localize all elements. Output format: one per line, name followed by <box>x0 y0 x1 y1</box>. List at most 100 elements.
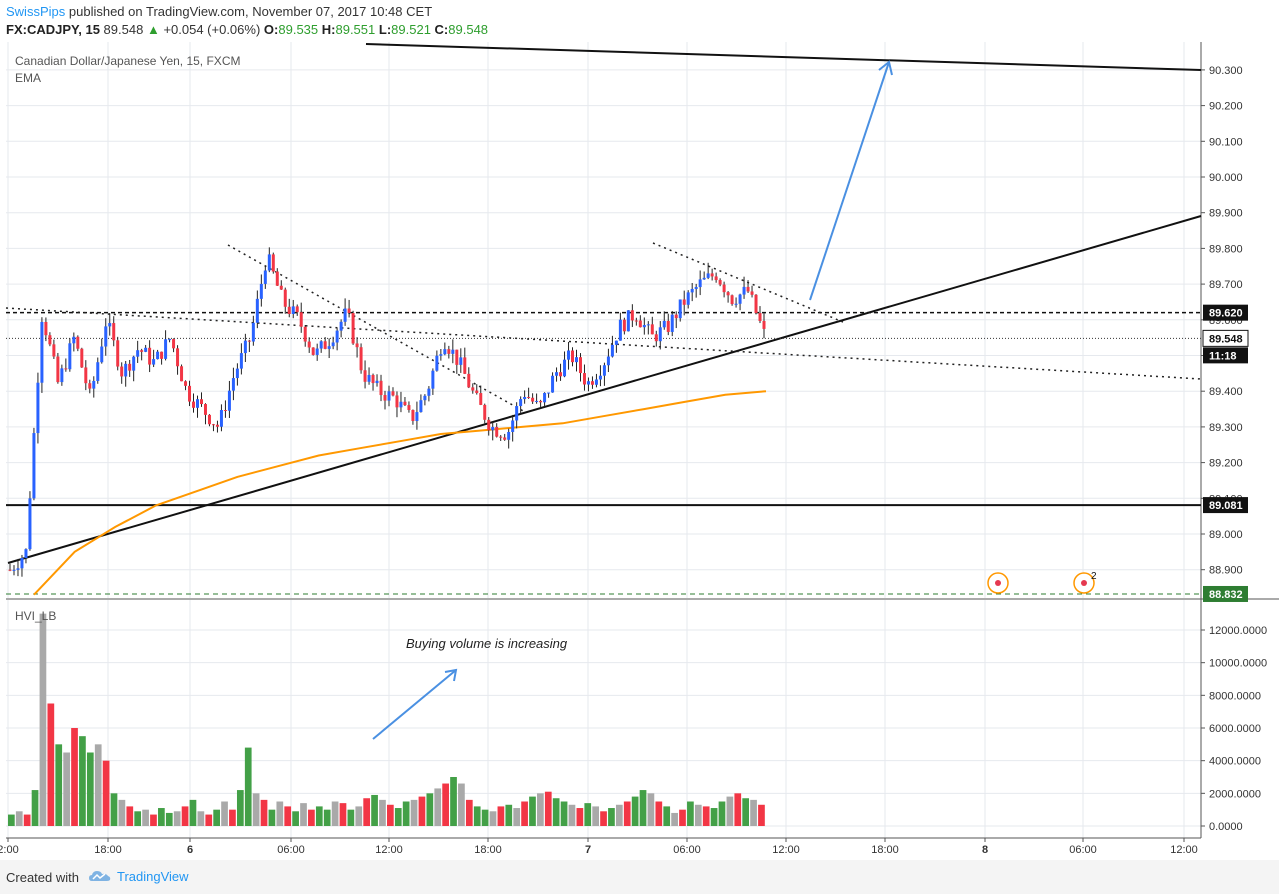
volume-bar <box>497 806 505 826</box>
ema-path <box>33 390 767 596</box>
candle-body <box>722 284 726 293</box>
candle-body <box>451 349 455 354</box>
candle-body <box>403 401 407 406</box>
volume-bar <box>568 804 576 826</box>
candle-body <box>555 372 559 376</box>
candle-body <box>160 351 164 359</box>
price-axis-ticks: 90.300 90.200 90.100 90.000 89.900 89.800 89.7… <box>1201 65 1243 577</box>
ema-line <box>33 390 767 596</box>
volume-bar <box>371 794 378 826</box>
candle-body <box>271 254 275 272</box>
candle-body <box>571 350 575 363</box>
volume-bar <box>142 809 149 826</box>
candle-body <box>531 397 535 402</box>
candle-body <box>742 286 746 295</box>
candle-body <box>16 568 20 570</box>
candle-body <box>307 341 311 348</box>
candle-body <box>551 375 555 393</box>
grid <box>6 42 1201 838</box>
volume-pane-title: HVI_LB <box>15 609 57 623</box>
candle-body <box>706 273 710 278</box>
x-tick-label: 12:00 <box>772 844 800 856</box>
candle-body <box>439 354 443 356</box>
candle-body <box>196 399 200 408</box>
candle-body <box>311 347 315 355</box>
y-tick-label: 89.000 <box>1209 529 1243 541</box>
volume-bar <box>552 798 560 826</box>
candle-body <box>463 357 467 374</box>
candle-body <box>24 549 28 558</box>
author-link[interactable]: SwissPips <box>6 4 66 19</box>
candle-body <box>387 391 391 401</box>
candle-body <box>331 342 335 347</box>
volume-pane-bg <box>6 600 1201 838</box>
candle-body <box>519 399 523 407</box>
volume-bar <box>276 801 284 826</box>
volume-bar <box>758 804 765 826</box>
candle-body <box>650 324 654 335</box>
candle-body <box>690 288 694 293</box>
candle-body <box>618 319 622 341</box>
candle-body <box>239 353 243 369</box>
volume-bar <box>221 801 228 826</box>
candle-body <box>762 320 766 329</box>
candle-body <box>678 299 682 319</box>
candle-body <box>527 396 531 398</box>
candle-body <box>36 382 40 434</box>
volume-bar <box>521 801 528 826</box>
volume-bar <box>529 796 536 826</box>
dotted-trendline <box>227 244 526 413</box>
volume-bar <box>608 808 615 826</box>
volume-bar <box>315 806 323 826</box>
volume-bar <box>94 744 102 826</box>
volume-bar <box>323 809 331 826</box>
candle-body <box>124 363 128 377</box>
dotted-trendline <box>5 307 1202 380</box>
candle-body <box>391 391 395 396</box>
volume-bar <box>742 798 750 826</box>
tradingview-brand-link[interactable]: TradingView <box>117 869 189 884</box>
candle-body <box>495 426 499 437</box>
candle-body <box>375 380 379 384</box>
volume-bar <box>165 812 173 826</box>
candle-body <box>714 276 718 281</box>
candle-body <box>192 401 196 408</box>
candle-body <box>223 410 227 412</box>
candle-body <box>84 367 88 384</box>
candle-body <box>511 420 515 432</box>
volume-bar <box>134 811 142 826</box>
candle-body <box>40 321 44 383</box>
candle-body <box>754 294 758 314</box>
candle-body <box>295 306 299 313</box>
candle-body <box>471 387 475 391</box>
volume-bar <box>173 811 181 826</box>
candle-body <box>630 310 634 321</box>
candle-body <box>559 372 563 377</box>
price-label-text: 89.081 <box>1209 500 1243 512</box>
volume-bar <box>513 808 521 826</box>
candle-body <box>68 343 72 370</box>
candle-body <box>343 308 347 322</box>
candle-body <box>746 286 750 292</box>
upper-trendline <box>365 43 1202 71</box>
open-value: 89.535 <box>278 22 319 37</box>
volume-bar <box>560 801 568 826</box>
volume-bar <box>8 814 15 826</box>
candle-body <box>738 294 742 304</box>
x-tick-label: 7 <box>585 844 591 856</box>
x-tick-label: 18:00 <box>871 844 899 856</box>
volume-bar <box>505 804 513 826</box>
volume-bar <box>268 809 276 826</box>
x-tick-label: 12:00 <box>375 844 403 856</box>
candle-body <box>523 396 527 400</box>
volume-bar <box>244 747 252 826</box>
candle-body <box>315 348 319 355</box>
candle-body <box>44 321 48 336</box>
candle-body <box>455 349 459 365</box>
candle-body <box>487 419 491 431</box>
volume-bar <box>23 814 31 826</box>
volume-bar <box>387 804 394 826</box>
candle-body <box>654 334 658 342</box>
quote-line: FX:CADJPY, 15 89.548 ▲ +0.054 (+0.06%) O… <box>6 21 488 39</box>
price-chart[interactable]: 90.300 90.200 90.100 90.000 89.900 89.800 89.7… <box>0 0 1279 860</box>
